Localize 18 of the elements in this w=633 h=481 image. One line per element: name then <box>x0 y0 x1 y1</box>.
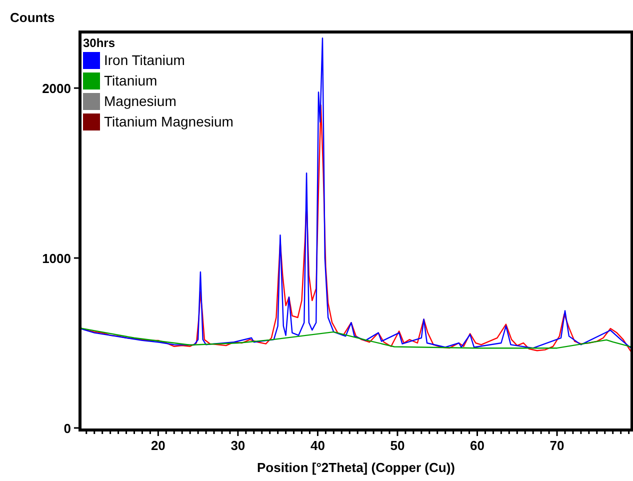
legend-label: Titanium <box>104 72 158 88</box>
line-series <box>80 38 632 350</box>
x-axis-title: Position [°2Theta] (Copper (Cu)) <box>256 460 456 475</box>
x-tick-label: 20 <box>150 438 166 453</box>
line-series <box>80 327 632 349</box>
x-tick-label: 50 <box>390 438 405 453</box>
legend-label: Titanium Magnesium <box>104 114 234 130</box>
y-tick-label: 1000 <box>42 251 71 266</box>
legend-label: Magnesium <box>104 93 176 109</box>
x-tick-label: 30 <box>230 438 246 453</box>
x-tick-label: 60 <box>470 438 484 453</box>
y-tick-label: 2000 <box>42 81 71 96</box>
legend-label: Iron Titanium <box>104 52 185 68</box>
x-tick-label: 70 <box>550 438 564 453</box>
y-tick-label: 0 <box>64 420 71 436</box>
x-tick-label: 40 <box>310 438 325 453</box>
legend-title: 30hrs <box>83 36 116 50</box>
y-axis-title: Counts <box>10 10 55 25</box>
